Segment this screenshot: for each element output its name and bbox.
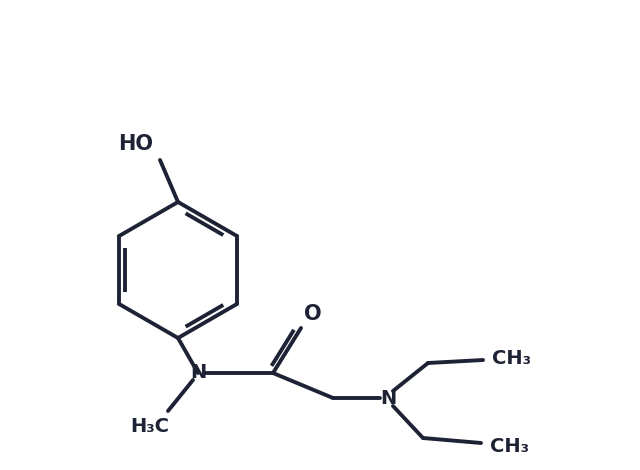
Text: N: N: [380, 389, 396, 407]
Text: H₃C: H₃C: [131, 417, 170, 437]
Text: CH₃: CH₃: [490, 437, 529, 455]
Text: HO: HO: [118, 134, 154, 154]
Text: O: O: [304, 304, 322, 324]
Text: N: N: [190, 363, 206, 383]
Text: CH₃: CH₃: [492, 348, 531, 368]
